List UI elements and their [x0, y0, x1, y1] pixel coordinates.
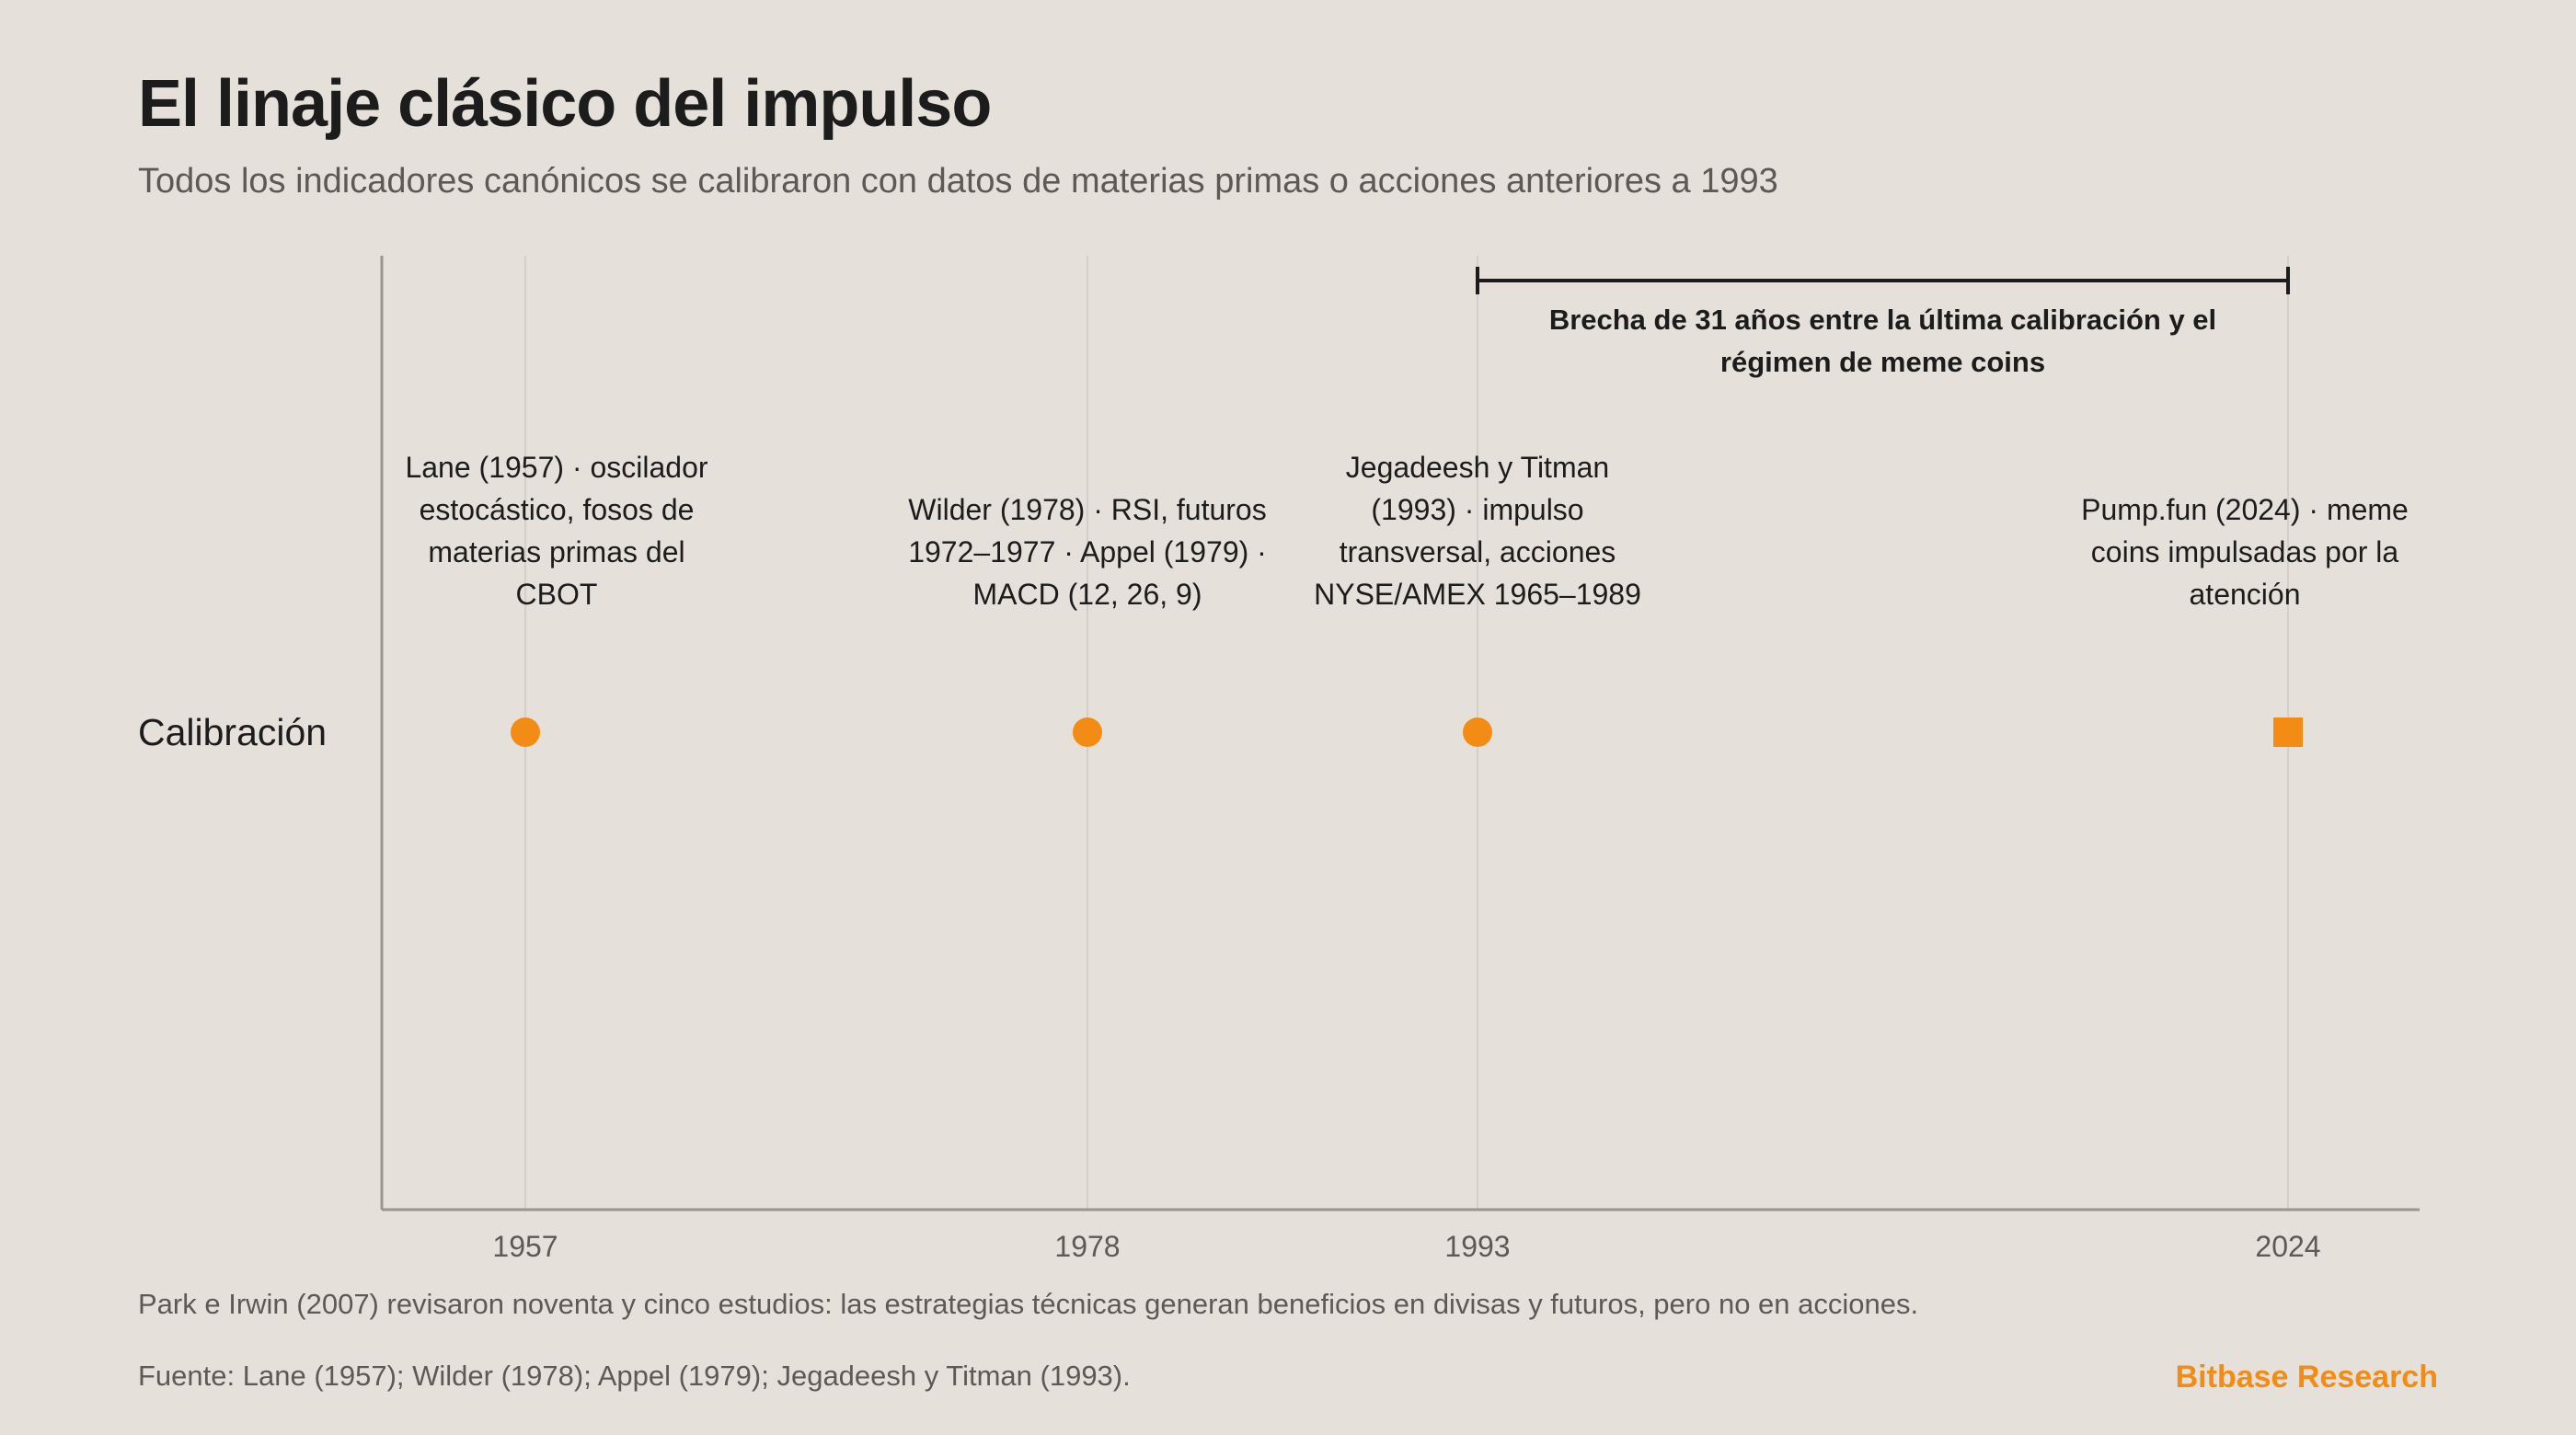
- data-point: [1073, 718, 1102, 747]
- gap-annotation: Brecha de 31 años entre la última calibr…: [1549, 304, 2216, 378]
- row-label: Calibración: [138, 711, 327, 753]
- data-label: Wilder (1978) · RSI, futuros 1972–1977 · …: [908, 493, 1267, 611]
- x-tick-label: 1978: [1054, 1230, 1120, 1263]
- data-label: Jegadeesh y Titman (1993) · impulso transv…: [1314, 451, 1641, 611]
- data-label: Pump.fun (2024) · meme coins impulsadas p…: [2081, 493, 2409, 611]
- data-point-square: [2273, 718, 2303, 747]
- source-note: Fuente: Lane (1957); Wilder (1978); Appe…: [138, 1360, 1131, 1392]
- x-tick-label: 1993: [1444, 1230, 1510, 1263]
- x-tick-label: 2024: [2255, 1230, 2320, 1263]
- chart-title: El linaje clásico del impulso: [138, 67, 992, 141]
- brand-logo-text: Bitbase Research: [2175, 1360, 2438, 1395]
- chart-subtitle: Todos los indicadores canónicos se calib…: [138, 162, 1778, 201]
- footnote: Park e Irwin (2007) revisaron noventa y …: [138, 1288, 1919, 1320]
- data-point: [511, 718, 540, 747]
- data-point: [1463, 718, 1492, 747]
- x-tick-label: 1957: [492, 1230, 558, 1263]
- data-label: Lane (1957) · oscilador estocástico, foso…: [405, 451, 707, 611]
